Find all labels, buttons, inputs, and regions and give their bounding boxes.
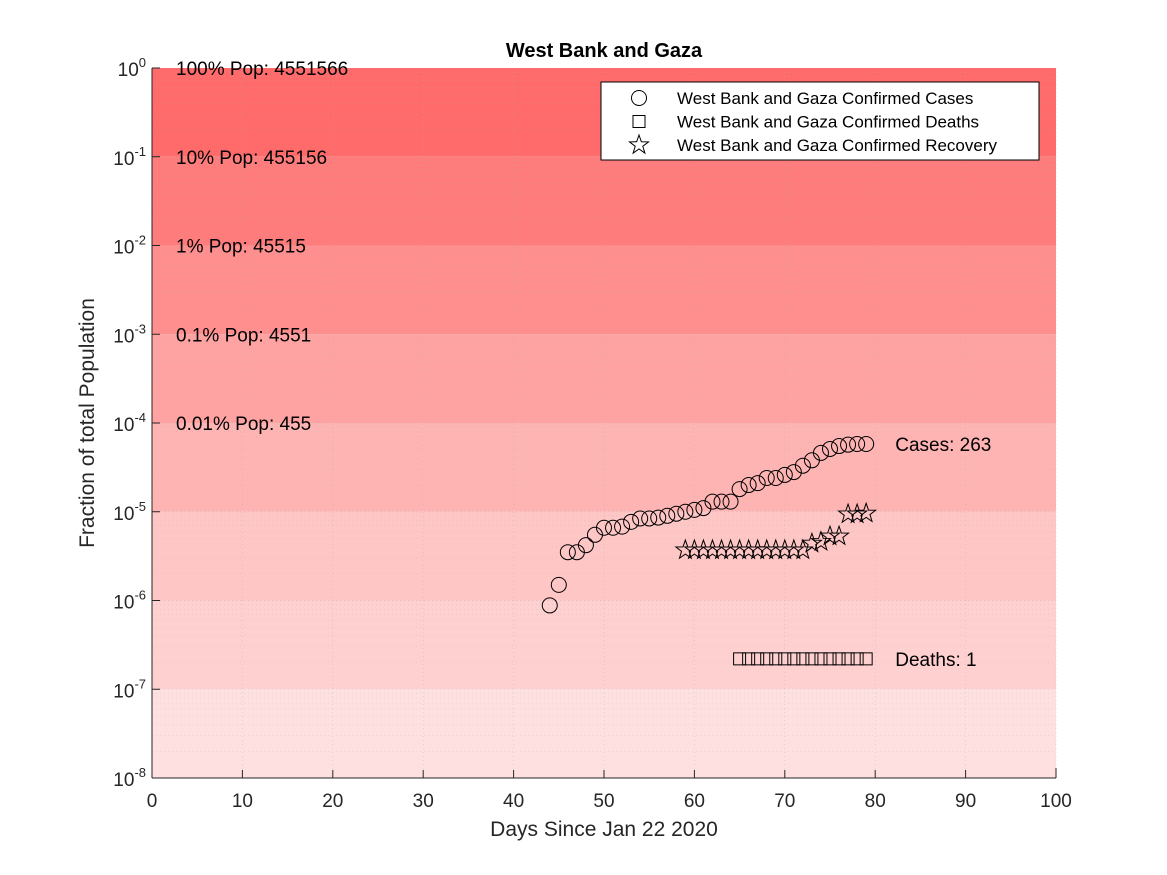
cases-point (686, 501, 703, 518)
cases-point (695, 500, 712, 517)
y-tick-label: 10-6 (113, 588, 146, 614)
chart-title: West Bank and Gaza (506, 40, 703, 62)
cases-point (677, 503, 694, 520)
cases-point (831, 438, 848, 455)
x-tick-label: 20 (322, 791, 343, 812)
deaths-point (841, 652, 855, 666)
band-label: 0.01% Pop: 455 (176, 414, 311, 435)
cases-point (668, 505, 685, 522)
cases-point (794, 457, 811, 474)
legend-entry-label: West Bank and Gaza Confirmed Recovery (677, 136, 997, 155)
cases-point (641, 510, 658, 527)
x-axis-label: Days Since Jan 22 2020 (490, 818, 718, 841)
deaths-point (814, 652, 828, 666)
deaths-point (733, 652, 747, 666)
legend-square-marker (632, 115, 646, 128)
legend-star-marker (628, 133, 650, 155)
cases-point (550, 576, 567, 593)
x-tick-label: 40 (503, 791, 524, 812)
population-band-3 (152, 334, 1056, 423)
deaths-annotation: Deaths: 1 (895, 650, 976, 671)
x-tick-label: 10 (232, 791, 253, 812)
cases-point (749, 475, 766, 492)
x-tick-label: 80 (865, 791, 886, 812)
band-label: 100% Pop: 4551566 (176, 59, 348, 80)
x-tick-label: 50 (593, 791, 614, 812)
deaths-point (787, 652, 801, 666)
y-tick-label: 10-8 (113, 765, 146, 791)
legend-circle-marker (631, 90, 647, 106)
cases-point (740, 477, 757, 494)
recovery-point (855, 501, 878, 523)
cases-point (840, 436, 857, 453)
cases-point (785, 464, 802, 481)
deaths-point (859, 652, 873, 666)
deaths-point (760, 652, 774, 666)
cases-point (659, 507, 676, 524)
x-tick-label: 70 (774, 791, 795, 812)
cases-annotation: Cases: 263 (895, 435, 991, 456)
recovery-point (791, 538, 814, 560)
recovery-point (828, 524, 850, 546)
y-tick-label: 100 (118, 55, 146, 81)
y-tick-label: 10-5 (113, 499, 146, 525)
legend-entry-label: West Bank and Gaza Confirmed Deaths (677, 113, 979, 132)
deaths-point (823, 652, 837, 666)
cases-point (713, 493, 730, 510)
recovery-point (810, 530, 832, 552)
cases-point (858, 435, 875, 452)
population-band-1 (152, 156, 1056, 246)
y-tick-label: 10-3 (113, 321, 146, 347)
x-tick-label: 60 (684, 791, 705, 812)
recovery-point (846, 502, 869, 524)
band-label: 1% Pop: 45515 (176, 237, 306, 258)
cases-point (731, 481, 748, 498)
cases-point (632, 510, 649, 527)
cases-point (722, 493, 739, 510)
y-tick-label: 10-4 (113, 410, 146, 436)
deaths-point (769, 652, 783, 666)
x-tick-label: 0 (147, 791, 158, 812)
population-band-labels: 100% Pop: 4551566 10% Pop: 455156 1% Pop: … (176, 59, 348, 435)
cases-point (812, 444, 829, 461)
deaths-point (751, 652, 765, 666)
legend: West Bank and Gaza Confirmed Cases West B… (600, 81, 1040, 161)
cases-point (758, 470, 775, 487)
cases-point (650, 509, 667, 526)
cases-point (704, 493, 721, 510)
y-tick-label: 10-2 (113, 233, 146, 259)
deaths-point (850, 652, 864, 666)
y-tick-label: 10-1 (113, 144, 146, 170)
cases-point (605, 519, 622, 536)
deaths-point (805, 652, 819, 666)
deaths-point (796, 652, 810, 666)
y-tick-label: 10-7 (113, 676, 146, 702)
data-marks (541, 435, 878, 666)
legend-box (600, 81, 1040, 161)
deaths-point (742, 652, 756, 666)
cases-point (577, 537, 594, 554)
cases-point (596, 519, 612, 536)
cases-point (849, 435, 866, 452)
x-tick-label: 100 (1040, 791, 1072, 812)
y-axis-label: Fraction of total Population (76, 298, 99, 548)
cases-point (623, 513, 640, 530)
legend-entry-label: West Bank and Gaza Confirmed Cases (677, 89, 973, 108)
band-label: 10% Pop: 455156 (176, 148, 327, 169)
deaths-point (832, 652, 846, 666)
band-label: 0.1% Pop: 4551 (176, 325, 311, 346)
x-tick-label: 30 (413, 791, 434, 812)
cases-point (541, 597, 558, 614)
cases-point (614, 518, 631, 535)
cases-point (822, 440, 838, 457)
cases-point (767, 470, 784, 487)
x-tick-label: 90 (955, 791, 976, 812)
annotations: Cases: 263 Deaths: 1 (895, 435, 991, 671)
cases-point (776, 466, 793, 483)
recovery-point (800, 531, 823, 553)
deaths-point (778, 652, 792, 666)
cases-point (559, 544, 576, 561)
axes: 0 10 20 30 40 50 60 70 80 90 100 100 10-1 10-2 10-3 10-… (113, 55, 1072, 812)
